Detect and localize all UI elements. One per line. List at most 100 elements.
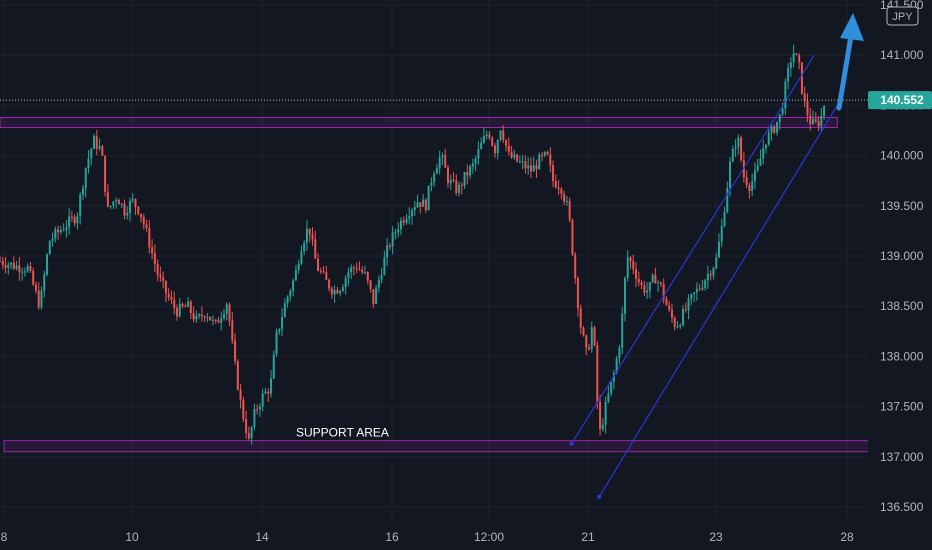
candle-body [582, 327, 585, 336]
candle-body [657, 282, 660, 284]
candle-body [701, 287, 704, 290]
current-price-tag: 140.552 [868, 91, 932, 110]
candle-body [355, 268, 358, 270]
candle-body [137, 206, 140, 214]
channel-anchor [569, 441, 574, 446]
candle-body [264, 391, 267, 394]
candle-body [541, 154, 544, 156]
price-tick-label: 136.500 [880, 500, 924, 514]
price-axis[interactable]: 136.500 137.000 137.500 138.000 138.500 139.0… [868, 0, 932, 522]
candle-body [59, 230, 62, 233]
candle-body [571, 219, 574, 255]
candle-body [231, 320, 234, 341]
candle-body [491, 137, 494, 146]
candle-body [607, 393, 610, 402]
candle-body [330, 288, 333, 295]
candle-body [314, 239, 317, 259]
candle-body [159, 274, 162, 278]
candle-body [601, 424, 604, 430]
candle-body [665, 298, 668, 306]
currency-label: JPY [892, 11, 913, 23]
candle-body [635, 269, 638, 279]
candle-body [737, 137, 740, 148]
candle-body [756, 165, 759, 171]
candle-body [789, 62, 792, 68]
candle-body [596, 345, 599, 402]
candle-body [300, 251, 303, 265]
candle-body [192, 313, 195, 320]
candle-body [272, 354, 275, 379]
candle-body [568, 200, 571, 220]
candle-body [123, 203, 126, 216]
currency-badge[interactable]: JPY [886, 6, 919, 26]
candle-body [261, 393, 264, 407]
candle-body [12, 262, 15, 269]
price-tick-label: 139.000 [880, 249, 924, 263]
candle-body [297, 264, 300, 270]
price-tick-label: 137.000 [880, 450, 924, 464]
price-tick-label: 141.000 [880, 48, 924, 62]
candle-body [65, 227, 68, 230]
candle-body [529, 165, 532, 172]
candle-body [101, 146, 104, 156]
candle-body [693, 292, 696, 295]
candle-body [554, 181, 557, 188]
candle-body [435, 168, 438, 174]
candle-body [195, 315, 198, 320]
candle-body [806, 101, 809, 116]
candle-body [759, 158, 762, 166]
candle-body [579, 308, 582, 328]
candle-body [449, 179, 452, 184]
candle-body [482, 136, 485, 143]
candle-body [463, 172, 466, 186]
candle-body [128, 200, 131, 214]
candle-body [637, 278, 640, 283]
trend-channel [569, 54, 838, 499]
candle-body [817, 121, 820, 127]
candle-body [419, 202, 422, 207]
candle-body [51, 238, 54, 241]
candle-body [646, 290, 649, 293]
candle-body [604, 401, 607, 425]
candle-body [120, 203, 123, 205]
channel-upper-line [570, 54, 815, 445]
candle-body [294, 269, 297, 281]
candle-body [68, 216, 71, 228]
candle-body [682, 309, 685, 325]
candle-body [623, 277, 626, 314]
candle-body [767, 132, 770, 145]
price-tick-label: 137.500 [880, 400, 924, 414]
candle-body [408, 216, 411, 219]
candle-body [364, 272, 367, 274]
candle-body [153, 253, 156, 264]
candle-body [214, 319, 217, 321]
candle-body [175, 307, 178, 317]
candle-body [222, 313, 225, 319]
time-tick-label: 28 [840, 530, 854, 544]
candle-body [178, 303, 181, 317]
candle-body [809, 115, 812, 125]
time-tick-label: 23 [709, 530, 723, 544]
candle-body [62, 229, 65, 231]
candle-body [131, 198, 134, 201]
candle-body [502, 130, 505, 140]
candles [0, 44, 826, 445]
channel-lower-line [598, 105, 838, 498]
candle-body [391, 232, 394, 247]
candle-body [668, 305, 671, 310]
candle-body [283, 303, 286, 318]
candle-body [770, 126, 773, 133]
candle-body [319, 270, 322, 272]
candle-body [104, 155, 107, 192]
time-axis[interactable]: 8 10 14 16 12:00 21 23 28 [0, 522, 932, 550]
candle-body [325, 272, 328, 280]
candle-body [286, 296, 289, 304]
candle-body [565, 200, 568, 202]
candle-body [344, 278, 347, 288]
candle-body [34, 284, 37, 291]
candle-body [4, 264, 7, 268]
candle-body [438, 157, 441, 169]
candle-body [535, 165, 538, 170]
candle-body [7, 264, 10, 268]
